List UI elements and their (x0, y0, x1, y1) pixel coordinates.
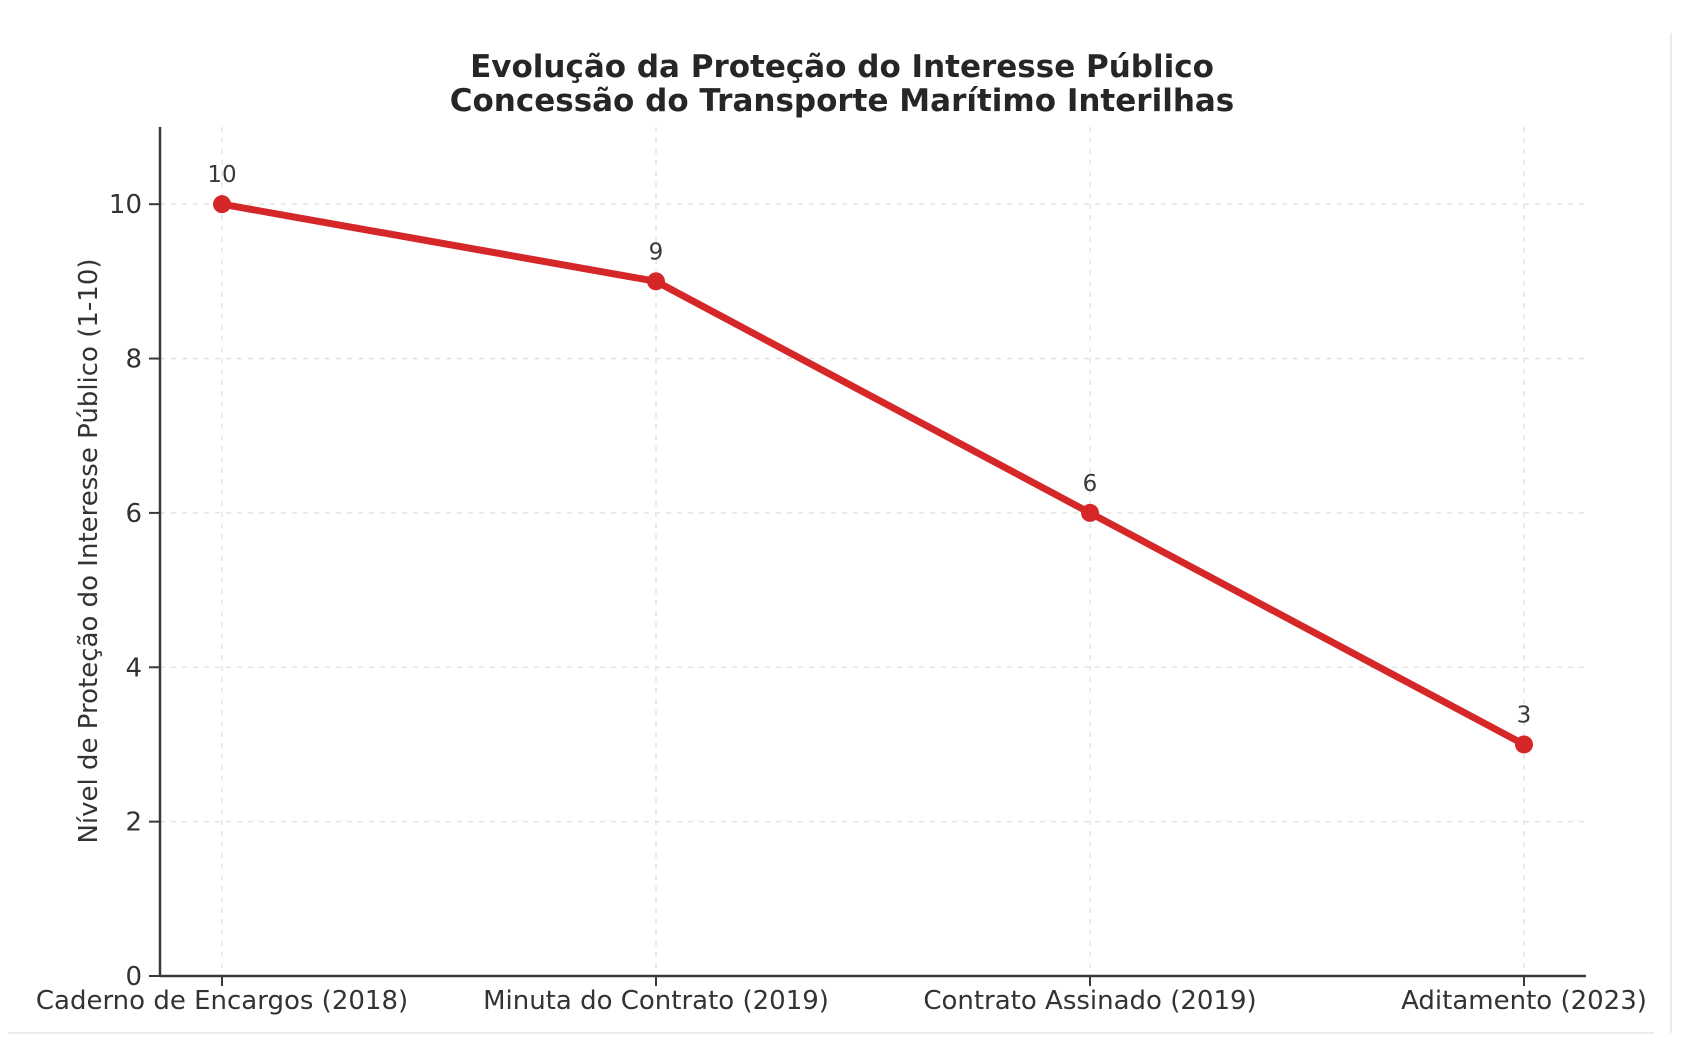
x-tick-label: Aditamento (2023) (1401, 986, 1647, 1016)
data-series: 10 9 6 3 (207, 162, 1533, 754)
chart-subtitle: Concessão do Transporte Marítimo Interil… (450, 83, 1235, 119)
card-border-bottom (8, 1032, 1654, 1034)
y-tick-label: 10 (109, 190, 142, 220)
data-point (213, 195, 231, 214)
series-line (218, 200, 1528, 748)
point-value-label: 9 (649, 239, 664, 265)
x-tick-label: Contrato Assinado (2019) (923, 986, 1256, 1016)
y-tick-label: 2 (125, 808, 142, 838)
point-value-label: 6 (1083, 471, 1098, 497)
y-tick-label: 6 (125, 499, 142, 529)
gridlines (160, 127, 1586, 977)
card-border-right (1670, 33, 1672, 1033)
data-point (1081, 503, 1099, 522)
x-tick-label: Minuta do Contrato (2019) (483, 986, 829, 1016)
y-tick-label: 0 (125, 962, 142, 992)
y-axis-label: Nível de Proteção do Interesse Público (… (74, 258, 104, 843)
data-point (647, 272, 665, 291)
axes: 0 2 4 6 8 10 Caderno de Encargos (2018) Minuta … (36, 127, 1647, 1016)
x-tick-label: Caderno de Encargos (2018) (36, 986, 408, 1016)
y-tick-label: 8 (125, 345, 142, 375)
point-value-label: 10 (207, 162, 236, 188)
y-tick-label: 4 (125, 653, 142, 683)
data-point (1515, 735, 1533, 754)
point-value-label: 3 (1517, 702, 1532, 728)
chart-title: Evolução da Proteção do Interesse Públic… (470, 49, 1214, 85)
